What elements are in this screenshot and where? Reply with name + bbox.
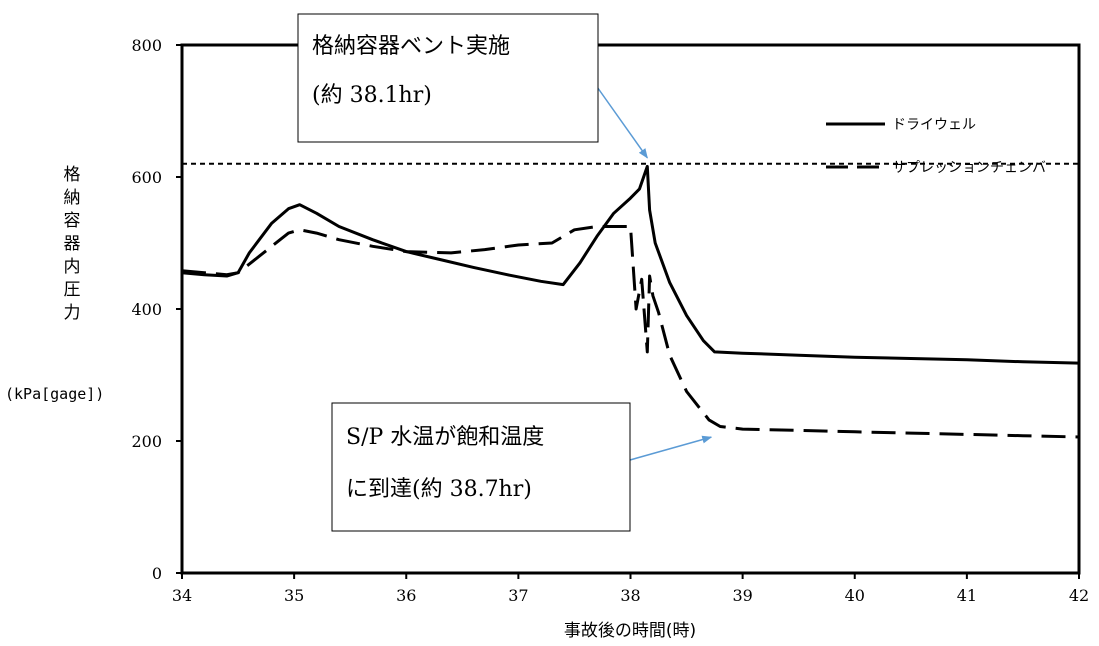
x-tick-label: 35 <box>284 586 304 605</box>
series-line-drywell <box>181 164 1080 365</box>
callout-text-line: 格納容器ベント実施 <box>312 34 510 59</box>
x-tick-label: 34 <box>172 586 192 605</box>
callout-arrow <box>594 83 648 159</box>
callout-text-line: に到達(約 38.7hr) <box>346 477 532 502</box>
y-axis-label-char: 圧 <box>64 280 81 300</box>
y-axis-label-char: 器 <box>64 234 81 254</box>
y-tick-label: 600 <box>131 168 162 187</box>
x-axis-label: 事故後の時間(時) <box>564 621 696 641</box>
callout-text-line: S/P 水温が飽和温度 <box>346 425 544 450</box>
y-axis-label-char: 力 <box>64 303 81 323</box>
x-tick-label: 37 <box>508 586 528 605</box>
x-tick-label: 38 <box>620 586 640 605</box>
x-tick-group: 34 35 36 37 38 39 40 41 42 <box>172 573 1089 605</box>
callout-box <box>331 402 631 532</box>
x-tick-label: 36 <box>396 586 416 605</box>
y-axis-label-char: 内 <box>64 257 81 277</box>
y-tick-group: 0 200 400 600 800 <box>131 36 182 583</box>
y-axis-label-char: 容 <box>64 211 81 231</box>
y-tick-label: 400 <box>131 300 162 319</box>
callout-vent: 格納容器ベント実施 (約 38.1hr) <box>297 13 648 159</box>
x-tick-label: 40 <box>845 586 865 605</box>
legend-label-suppression-chamber: サプレッションチェンバ <box>892 160 1046 176</box>
x-tick-label: 42 <box>1069 586 1089 605</box>
y-axis-unit: (kPa[gage]) <box>5 385 104 403</box>
series-group <box>181 164 1080 439</box>
callout-text-line: (約 38.1hr) <box>312 83 432 108</box>
y-tick-label: 0 <box>152 564 162 583</box>
x-tick-label: 41 <box>957 586 977 605</box>
y-axis-label-char: 納 <box>64 188 81 208</box>
series-line-suppression-chamber <box>181 225 1080 439</box>
y-tick-label: 200 <box>131 432 162 451</box>
callout-arrow <box>629 435 713 461</box>
y-tick-label: 800 <box>131 36 162 55</box>
x-tick-label: 39 <box>732 586 752 605</box>
callout-box <box>297 13 599 143</box>
legend-label-drywell: ドライウェル <box>892 117 976 133</box>
y-axis-label-char: 格 <box>64 165 81 185</box>
